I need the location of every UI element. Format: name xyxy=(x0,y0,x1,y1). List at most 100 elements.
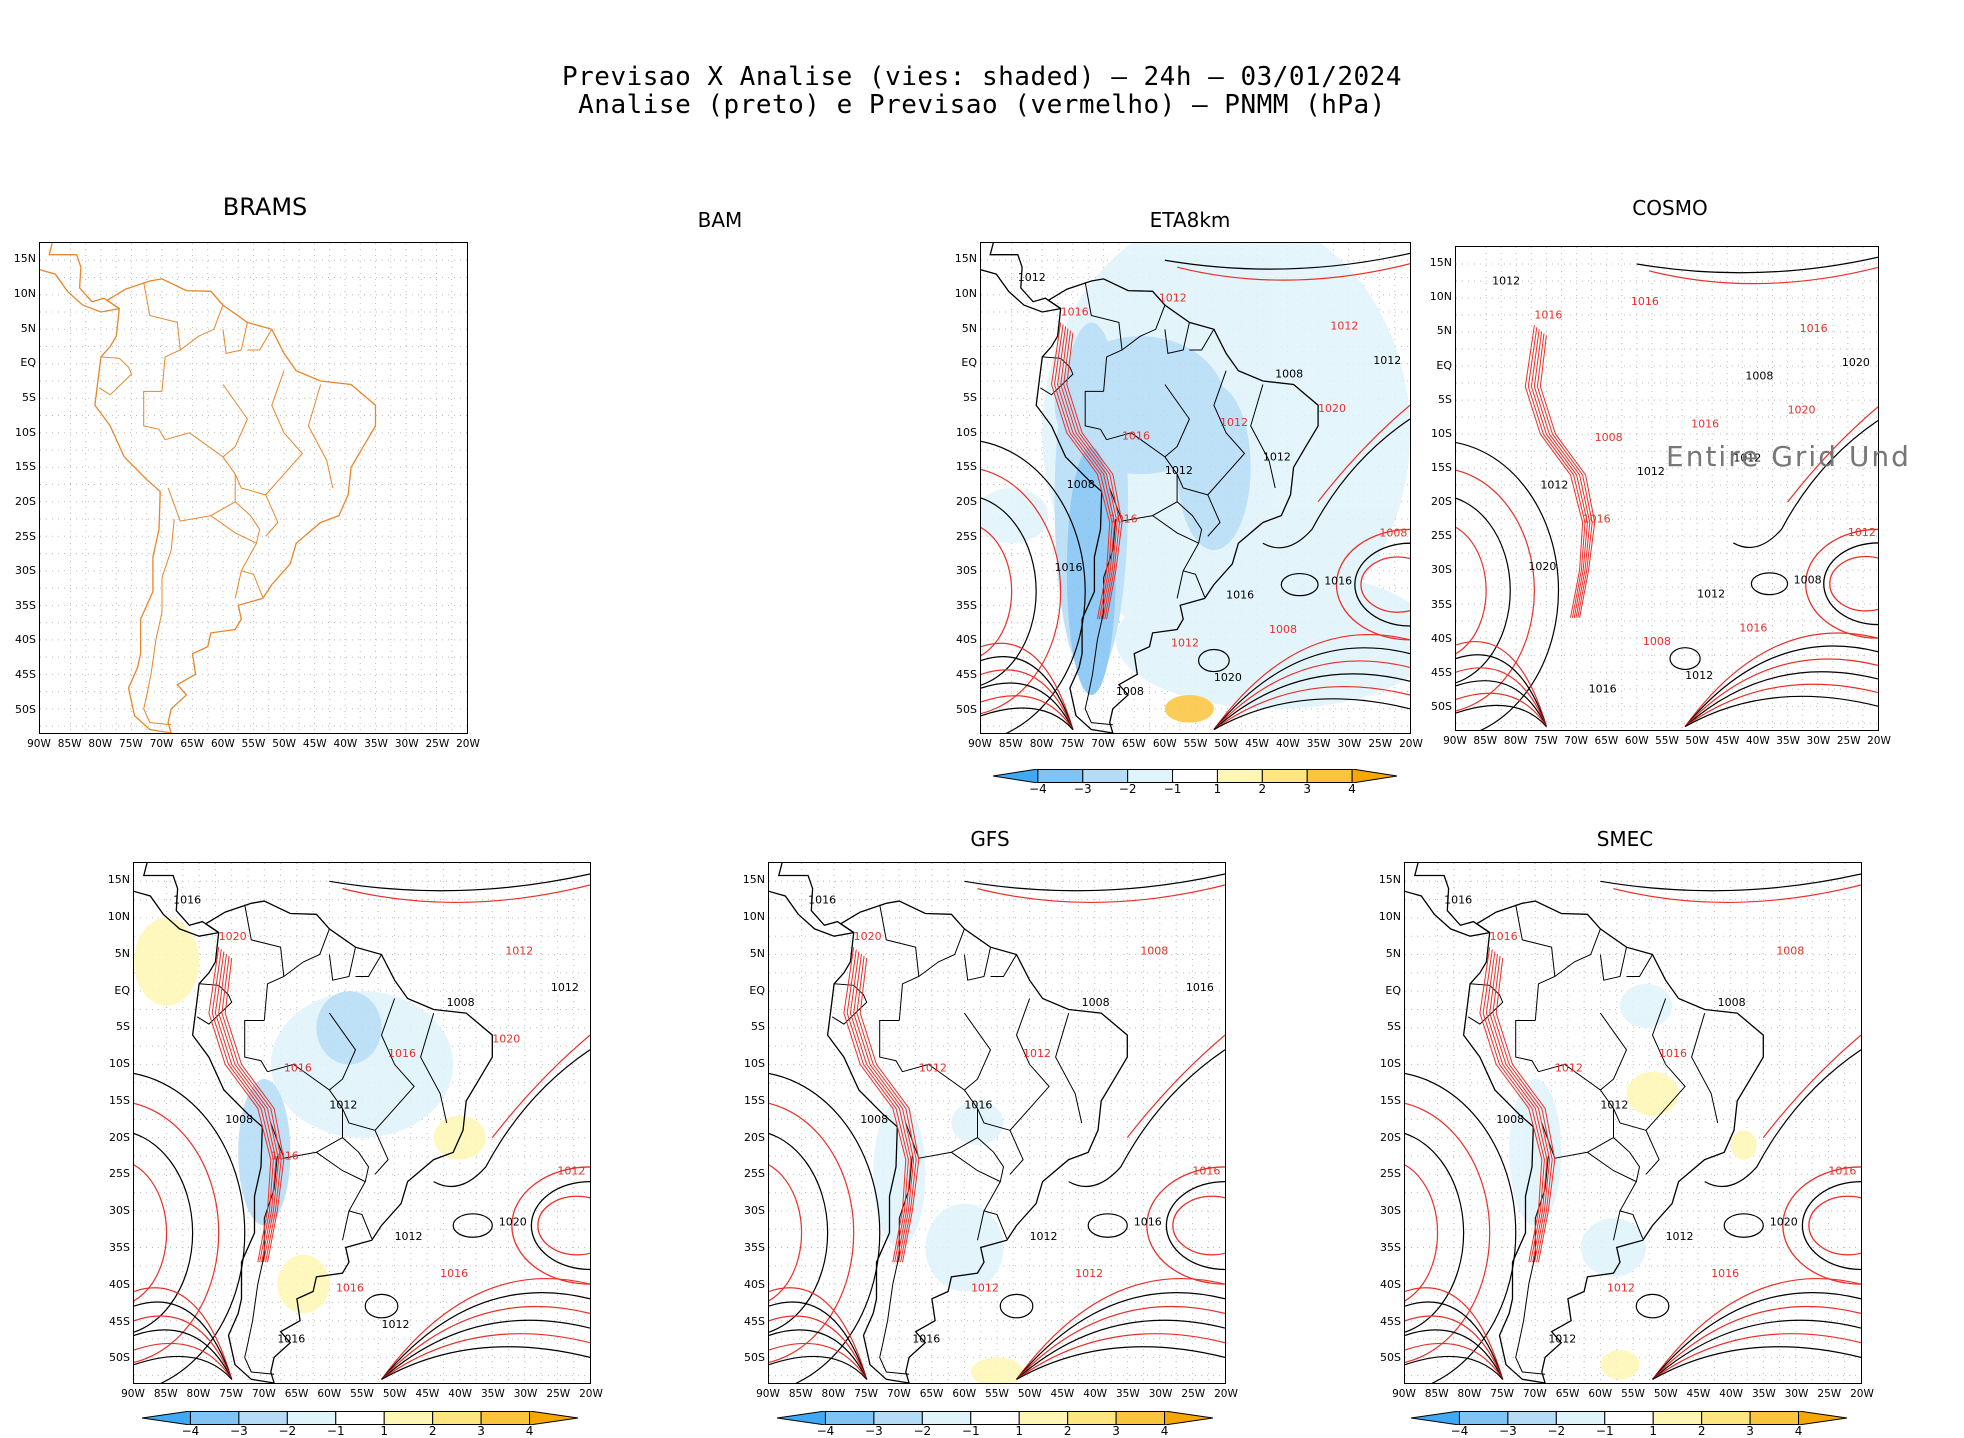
lon-label: 40W xyxy=(1719,1388,1744,1400)
lon-label: 20W xyxy=(1399,738,1423,750)
lat-label: 5S xyxy=(963,390,977,404)
isobar-label: 1016 xyxy=(336,1281,364,1294)
isobar-label: 1012 xyxy=(1165,464,1193,477)
lon-label: 45W xyxy=(1050,1388,1075,1400)
bias-shading xyxy=(1580,1218,1647,1277)
lat-label: 10S xyxy=(744,1057,765,1071)
isobar-label: 1012 xyxy=(919,1062,947,1075)
colorbar-tick-label: −1 xyxy=(1163,782,1182,796)
isobar-label: 1016 xyxy=(173,893,201,906)
isobar-label: 1012 xyxy=(1492,274,1520,287)
lon-label: 40W xyxy=(333,738,358,750)
lat-label: 35S xyxy=(109,1240,130,1254)
colorbar-swatch xyxy=(992,768,1039,784)
bias-shading xyxy=(1600,1350,1640,1380)
lon-label: 90W xyxy=(968,738,992,750)
lon-label: 85W xyxy=(1473,735,1498,747)
bias-shading xyxy=(1626,1071,1679,1116)
isobar-label: 1020 xyxy=(1528,560,1556,573)
colorbar-swatch xyxy=(873,1411,923,1425)
lat-label: 5N xyxy=(1436,324,1452,338)
lon-label: 50W xyxy=(1653,1388,1678,1400)
lat-label: 25S xyxy=(956,529,977,543)
lat-label: 10S xyxy=(956,425,977,439)
colorbar-eta8km: −4 −3 −2 −1 1 2 3 4 xyxy=(992,768,1399,796)
lat-label: 20S xyxy=(1431,495,1452,509)
colorbar-tick-label: 4 xyxy=(525,1424,534,1438)
lon-label: 35W xyxy=(364,738,388,750)
lat-label: 40S xyxy=(956,633,977,647)
colorbar-tick-label: −1 xyxy=(1595,1424,1614,1438)
isobar-label: 1020 xyxy=(219,930,247,943)
colorbar-swatch xyxy=(824,1411,875,1425)
colorbar-swatch xyxy=(1652,1411,1703,1425)
isobar-label: 1012 xyxy=(1607,1281,1635,1294)
lat-label: 15S xyxy=(956,460,977,474)
lon-label: 75W xyxy=(119,738,143,750)
bias-shading xyxy=(1730,1130,1757,1160)
lon-label: 55W xyxy=(1655,735,1679,747)
lon-label: 50W xyxy=(272,738,297,750)
isobar-label: 1020 xyxy=(1318,402,1346,415)
lat-label: 15S xyxy=(744,1093,765,1107)
lat-label: 30S xyxy=(956,564,977,578)
lon-label: 90W xyxy=(756,1388,780,1400)
lon-label: 85W xyxy=(153,1388,178,1400)
colorbar-swatch xyxy=(921,1411,972,1425)
lon-label: 35W xyxy=(1751,1388,1776,1400)
lon-label: 70W xyxy=(149,738,174,750)
panel-title-brams: BRAMS xyxy=(222,193,308,221)
isobar-label: 1016 xyxy=(808,893,836,906)
isobar-label: 1012 xyxy=(1540,479,1568,492)
lat-label: 30S xyxy=(744,1204,765,1218)
isobar-label: 1012 xyxy=(1263,450,1291,463)
isobar-label: 1016 xyxy=(1589,683,1617,696)
lon-label: 25W xyxy=(546,1388,571,1400)
isobar-label: 1008 xyxy=(1776,945,1804,958)
lon-label: 80W xyxy=(1503,735,1528,747)
colorbar-tick-label: −2 xyxy=(278,1424,297,1438)
lon-label: 60W xyxy=(210,738,235,750)
lon-label: 35W xyxy=(480,1388,505,1400)
lat-label: 15N xyxy=(13,252,36,266)
colorbar-swatch xyxy=(1604,1411,1654,1425)
isobar-label: 1008 xyxy=(1595,431,1623,444)
isobar-label: 1008 xyxy=(860,1113,888,1126)
isobar-label: 1016 xyxy=(1186,981,1214,994)
lon-label: 80W xyxy=(821,1388,846,1400)
lat-label: 5N xyxy=(749,946,765,960)
colorbar-swatch xyxy=(529,1410,579,1426)
colorbar-tick-label: 3 xyxy=(1112,1424,1120,1438)
colorbar-tick-label: 3 xyxy=(1746,1424,1754,1438)
lat-label: 45S xyxy=(1380,1314,1401,1328)
lon-label: 40W xyxy=(1275,738,1300,750)
lon-label: 75W xyxy=(1533,735,1558,747)
lat-label: 10N xyxy=(1429,290,1452,304)
lon-label: 30W xyxy=(394,738,419,750)
lon-label: 40W xyxy=(1083,1388,1108,1400)
isobar-label: 1016 xyxy=(271,1150,299,1163)
lon-label: 35W xyxy=(1115,1388,1140,1400)
lon-label: 60W xyxy=(1152,738,1177,750)
lon-label: 30W xyxy=(1337,738,1362,750)
colorbar-swatch xyxy=(238,1411,288,1425)
lon-label: 20W xyxy=(1850,1388,1874,1400)
gfs-map: 1016 1012 1012 1008 1008 1012 1008 1016 1016 1012… xyxy=(769,863,1225,1383)
panel-title-eta8km: ETA8km xyxy=(1149,208,1231,232)
lat-label: 45S xyxy=(1431,665,1452,679)
lat-label: 10N xyxy=(954,286,977,300)
lat-label: EQ xyxy=(20,356,36,370)
bias-shading xyxy=(1177,384,1251,551)
lat-label: 15S xyxy=(15,460,36,474)
lon-label: 55W xyxy=(241,738,266,750)
isobar-label: 1012 xyxy=(1018,271,1046,284)
lat-label: 50S xyxy=(109,1351,130,1365)
bias-shading xyxy=(1509,1079,1562,1226)
lon-label: 80W xyxy=(88,738,113,750)
colorbar-swatch xyxy=(1351,768,1398,784)
colorbar-swatch xyxy=(480,1411,531,1425)
colorbar-swatch xyxy=(432,1411,482,1425)
isobar-label: 1016 xyxy=(1711,1267,1739,1280)
lon-label: 70W xyxy=(251,1388,276,1400)
isobar-label: 1012 xyxy=(1548,1333,1576,1346)
